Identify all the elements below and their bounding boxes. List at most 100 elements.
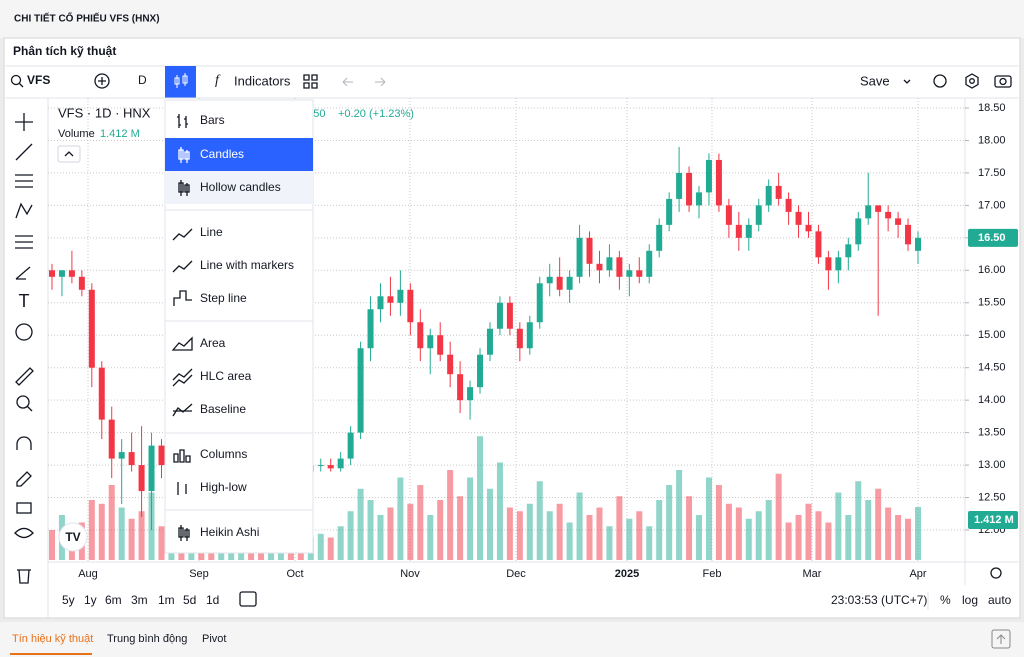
menu-item-icon bbox=[178, 147, 190, 163]
range-button[interactable]: 1y bbox=[84, 593, 97, 607]
tab[interactable]: Trung bình động bbox=[107, 633, 187, 645]
symbol[interactable]: VFS bbox=[27, 73, 50, 87]
last-price-label: 16.50 bbox=[978, 232, 1006, 244]
projection-tool[interactable] bbox=[15, 235, 33, 249]
menu-item[interactable]: Line with markers bbox=[200, 258, 294, 272]
volume-bar bbox=[49, 530, 55, 560]
menu-item[interactable]: Candles bbox=[200, 147, 244, 161]
y-tick-label: 14.50 bbox=[978, 362, 1006, 374]
range-button[interactable]: 6m bbox=[105, 593, 122, 607]
menu-item-hover[interactable] bbox=[165, 171, 313, 204]
lock-tool[interactable] bbox=[16, 502, 32, 514]
chart-type-button[interactable] bbox=[165, 66, 196, 98]
volume-bar bbox=[88, 500, 95, 560]
candle-body bbox=[576, 237, 583, 277]
date-range-icon[interactable] bbox=[239, 591, 257, 607]
volume-bar bbox=[626, 518, 633, 560]
candle-body bbox=[596, 263, 603, 271]
add-symbol[interactable] bbox=[94, 73, 110, 89]
log-toggle[interactable]: log bbox=[962, 593, 978, 607]
x-tick-label: Mar bbox=[803, 568, 822, 580]
menu-item[interactable]: Step line bbox=[200, 291, 247, 305]
menu-item[interactable]: Area bbox=[200, 336, 226, 350]
crosshair-tool[interactable] bbox=[15, 113, 33, 131]
volume-bar bbox=[377, 515, 384, 560]
menu-item[interactable]: Bars bbox=[200, 113, 225, 127]
range-button[interactable]: 1m bbox=[158, 593, 175, 607]
trend-line-tool[interactable] bbox=[15, 143, 33, 161]
range-button[interactable]: 3m bbox=[131, 593, 148, 607]
magnet-tool[interactable] bbox=[16, 436, 32, 450]
volume-bar bbox=[496, 462, 503, 560]
percent-toggle[interactable]: % bbox=[940, 593, 951, 607]
delete-tool[interactable] bbox=[17, 569, 31, 584]
candle-body bbox=[745, 224, 752, 238]
save-menu[interactable] bbox=[903, 79, 911, 84]
range-button[interactable]: 5y bbox=[62, 593, 75, 607]
search-icon[interactable] bbox=[10, 74, 22, 86]
zoom-tool[interactable] bbox=[16, 395, 30, 409]
x-tick-label: Aug bbox=[78, 568, 98, 580]
settings-icon[interactable] bbox=[965, 73, 979, 89]
menu-item[interactable]: High-low bbox=[200, 480, 247, 494]
auto-toggle[interactable]: auto bbox=[988, 593, 1012, 607]
undo[interactable] bbox=[342, 77, 353, 87]
volume-bar bbox=[367, 500, 374, 560]
menu-item-highlight[interactable] bbox=[165, 138, 313, 171]
ruler-tool[interactable] bbox=[15, 367, 34, 386]
templates-icon[interactable] bbox=[303, 74, 318, 89]
scroll-top[interactable] bbox=[991, 629, 1011, 649]
menu-item[interactable]: Heikin Ashi bbox=[200, 525, 259, 539]
y-tick-label: 13.50 bbox=[978, 427, 1006, 439]
alert-icon[interactable] bbox=[933, 74, 947, 88]
hide-tool[interactable] bbox=[14, 527, 34, 539]
save-button[interactable]: Save bbox=[860, 73, 890, 88]
volume-bar bbox=[885, 507, 892, 560]
fib-tool[interactable] bbox=[15, 174, 33, 188]
range-button[interactable]: 1d bbox=[206, 593, 219, 607]
text-tool[interactable]: T bbox=[19, 291, 30, 311]
menu-item[interactable]: Hollow candles bbox=[200, 180, 281, 194]
volume-bar bbox=[477, 436, 484, 560]
candle-body bbox=[845, 244, 852, 258]
candle-body bbox=[397, 289, 404, 303]
menu-item[interactable]: HLC area bbox=[200, 369, 252, 383]
range-button[interactable]: 5d bbox=[183, 593, 196, 607]
redo[interactable] bbox=[375, 77, 386, 87]
pattern-tool[interactable] bbox=[15, 202, 33, 219]
volume-bar bbox=[795, 515, 802, 560]
menu-item[interactable]: Line bbox=[200, 225, 223, 239]
candle-body bbox=[158, 445, 165, 466]
legend-title: VFS · 1D · HNX bbox=[58, 105, 151, 120]
collapse-button[interactable] bbox=[57, 145, 81, 163]
candle-body bbox=[905, 224, 912, 245]
x-tick-label: 2025 bbox=[615, 568, 639, 580]
volume-bar bbox=[536, 481, 543, 560]
interval[interactable]: D bbox=[138, 73, 147, 87]
candle-body bbox=[556, 276, 563, 290]
candle-body bbox=[676, 172, 683, 199]
candle-body bbox=[895, 218, 902, 225]
tab[interactable]: Tín hiệu kỹ thuật bbox=[12, 633, 93, 645]
brush-tool[interactable] bbox=[15, 266, 31, 280]
candle-body bbox=[616, 257, 623, 277]
menu-item-icon bbox=[172, 403, 193, 417]
volume-bar bbox=[337, 526, 344, 560]
y-tick-label: 15.50 bbox=[978, 297, 1006, 309]
indicators-button[interactable]: Indicators bbox=[234, 73, 291, 88]
candle-body bbox=[407, 289, 414, 323]
axis-settings[interactable] bbox=[990, 567, 1002, 579]
stay-drawing-tool[interactable] bbox=[16, 471, 32, 487]
volume-bar bbox=[467, 477, 474, 560]
icon-tool[interactable] bbox=[15, 323, 33, 341]
add-symbol bbox=[98, 77, 106, 85]
volume-bar bbox=[895, 515, 902, 560]
volume-name: Volume bbox=[58, 128, 95, 140]
volume-bar bbox=[427, 515, 434, 560]
tab[interactable]: Pivot bbox=[202, 633, 226, 645]
menu-item[interactable]: Columns bbox=[200, 447, 247, 461]
candle-body bbox=[457, 374, 464, 401]
menu-item[interactable]: Baseline bbox=[200, 402, 246, 416]
snapshot-icon[interactable] bbox=[994, 75, 1012, 88]
candle-body bbox=[108, 419, 115, 459]
